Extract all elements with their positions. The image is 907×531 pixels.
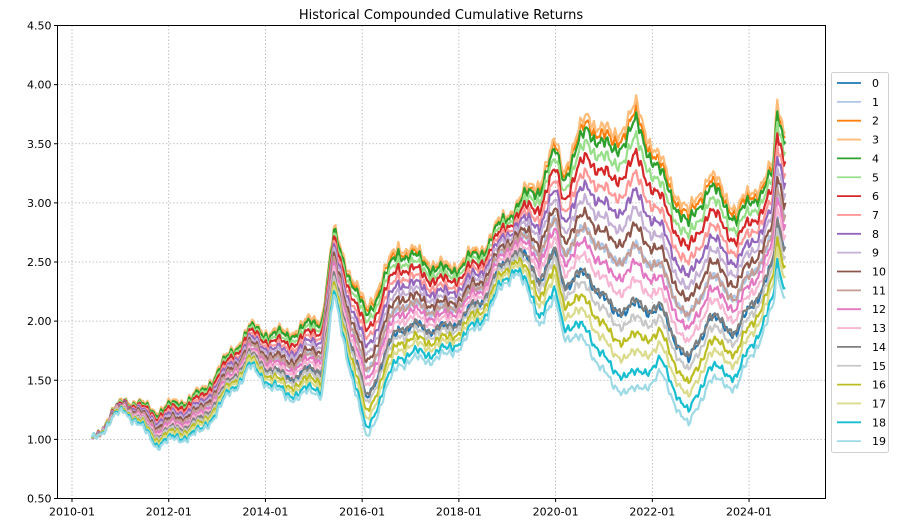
legend-label: 18 (872, 416, 886, 429)
y-tick-label: 1.00 (27, 433, 52, 446)
series-line-7 (91, 144, 787, 439)
legend-label: 5 (872, 171, 879, 184)
legend-label: 12 (872, 303, 886, 316)
x-tick-label: 2016-01 (339, 506, 385, 519)
legend-item-3: 3 (837, 134, 879, 147)
legend-item-16: 16 (837, 379, 886, 392)
chart-title: Historical Compounded Cumulative Returns (299, 8, 584, 23)
legend-item-13: 13 (837, 322, 886, 335)
legend-label: 17 (872, 397, 886, 410)
x-tick-label: 2010-01 (49, 506, 95, 519)
legend-label: 2 (872, 115, 879, 128)
x-tick-label: 2020-01 (533, 506, 579, 519)
series-line-10 (91, 175, 787, 440)
x-tick-label: 2014-01 (242, 506, 288, 519)
legend-label: 8 (872, 228, 879, 241)
legend-item-5: 5 (837, 171, 879, 184)
legend-label: 7 (872, 209, 879, 222)
x-tick-label: 2024-01 (726, 506, 772, 519)
series-line-6 (91, 132, 787, 439)
x-tick-label: 2012-01 (146, 506, 192, 519)
legend-box (831, 72, 889, 453)
legend-item-6: 6 (837, 190, 879, 203)
legend-item-17: 17 (837, 397, 886, 410)
legend-label: 14 (872, 341, 886, 354)
series-line-18 (91, 257, 786, 449)
y-tick-label: 2.50 (27, 256, 52, 269)
series-line-8 (91, 155, 787, 440)
y-tick-label: 4.50 (27, 20, 52, 33)
legend-label: 9 (872, 247, 879, 260)
legend-item-11: 11 (837, 284, 886, 297)
legend-label: 13 (872, 322, 886, 335)
legend-label: 6 (872, 190, 879, 203)
legend-label: 4 (872, 152, 879, 165)
legend-item-18: 18 (837, 416, 886, 429)
x-axis: 2010-01 2012-01 2014-01 2016-01 2018-01 2020-… (49, 498, 772, 519)
y-axis: 0.50 1.00 1.50 2.00 2.50 3.00 3.50 4.00 4.50 (27, 20, 58, 506)
legend-item-2: 2 (837, 115, 879, 128)
legend-item-14: 14 (837, 341, 886, 354)
legend-label: 11 (872, 284, 886, 297)
series-line-15 (91, 227, 787, 441)
legend-item-19: 19 (837, 435, 886, 448)
series-line-14 (91, 217, 787, 441)
legend-item-12: 12 (837, 303, 886, 316)
legend-item-1: 1 (837, 96, 879, 109)
series-line-19 (91, 268, 786, 451)
legend-label: 0 (872, 77, 879, 90)
legend-label: 19 (872, 435, 886, 448)
x-tick-label: 2018-01 (436, 506, 482, 519)
legend-label: 3 (872, 134, 879, 147)
series-line-16 (91, 236, 787, 444)
y-tick-label: 3.00 (27, 197, 52, 210)
series-line-13 (91, 206, 787, 440)
y-tick-label: 3.50 (27, 138, 52, 151)
legend-item-7: 7 (837, 209, 879, 222)
y-tick-label: 0.50 (27, 493, 52, 506)
y-tick-label: 2.00 (27, 315, 52, 328)
legend-item-10: 10 (837, 266, 886, 279)
legend-label: 10 (872, 266, 886, 279)
y-tick-label: 4.00 (27, 79, 52, 92)
series-line-11 (91, 187, 787, 440)
legend-label: 1 (872, 96, 879, 109)
y-tick-label: 1.50 (27, 374, 52, 387)
series-lines (91, 94, 787, 451)
legend-label: 16 (872, 379, 886, 392)
legend-item-8: 8 (837, 228, 879, 241)
series-line-9 (91, 166, 787, 440)
series-line-17 (91, 246, 786, 446)
legend-item-4: 4 (837, 152, 879, 165)
series-line-12 (91, 196, 787, 440)
legend-item-0: 0 (837, 77, 879, 90)
legend-item-9: 9 (837, 247, 879, 260)
x-tick-label: 2022-01 (629, 506, 675, 519)
legend-item-15: 15 (837, 360, 886, 373)
legend-label: 15 (872, 360, 886, 373)
